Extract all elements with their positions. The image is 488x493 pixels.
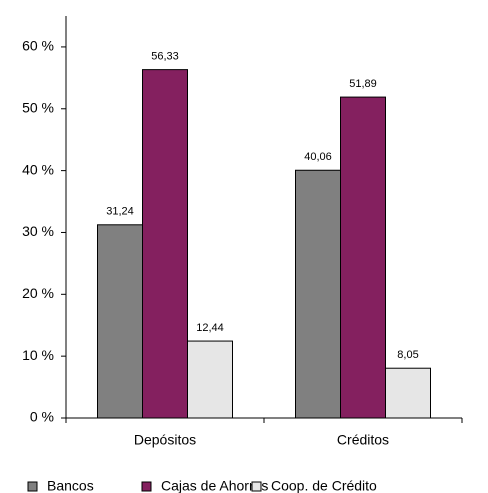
value-label: 40,06 — [304, 151, 332, 163]
legend-swatch — [251, 481, 262, 492]
value-label: 31,24 — [106, 206, 134, 218]
bar — [295, 169, 341, 419]
y-tick-label: 50 % — [22, 99, 54, 115]
bar — [385, 367, 431, 419]
legend-swatch — [27, 481, 38, 492]
y-tick-label: 20 % — [22, 285, 54, 301]
value-label: 8,05 — [397, 349, 418, 361]
legend-label: Coop. de Crédito — [271, 478, 377, 493]
legend-swatch — [141, 481, 152, 492]
legend-label: Bancos — [47, 478, 94, 493]
y-tick-label: 60 % — [22, 38, 54, 54]
value-label: 51,89 — [349, 78, 377, 90]
y-tick-label: 30 % — [22, 223, 54, 239]
x-tick-label: Créditos — [337, 432, 389, 448]
y-tick-label: 0 % — [30, 409, 54, 425]
bar — [340, 96, 386, 419]
bar — [142, 69, 188, 419]
y-tick-label: 10 % — [22, 347, 54, 363]
x-tick-label: Depósitos — [134, 432, 196, 448]
bar — [97, 224, 143, 419]
value-label: 56,33 — [151, 51, 179, 63]
value-label: 12,44 — [196, 322, 224, 334]
legend-label: Cajas de Ahorros — [161, 478, 268, 493]
y-tick-label: 40 % — [22, 161, 54, 177]
bar — [187, 340, 233, 419]
